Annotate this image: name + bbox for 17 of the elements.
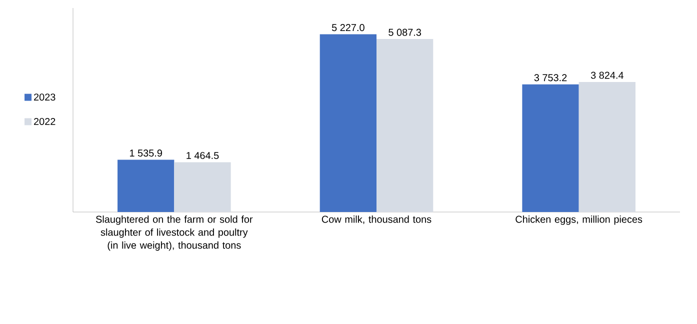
data-label: 5 227.0 xyxy=(332,24,364,32)
data-label: 5 087.3 xyxy=(388,28,422,36)
data-label: 3 753.2 xyxy=(534,74,567,82)
bar xyxy=(174,162,231,212)
bar xyxy=(118,160,174,212)
bar xyxy=(320,34,377,212)
bar xyxy=(578,82,636,212)
data-label: 3 824.4 xyxy=(590,72,624,79)
data-label: 1 464.5 xyxy=(186,152,219,160)
bar xyxy=(522,84,579,212)
legend-label: 2023 xyxy=(34,94,56,101)
x-tick-label: Chicken eggs, million pieces xyxy=(516,216,642,225)
x-tick-label: Slaughtered on the farm or sold for slaughter of livestock and poultry (in live weight), thousand tons xyxy=(96,216,253,251)
x-tick-label: Cow milk, thousand tons xyxy=(322,216,432,224)
data-label: 1 535.9 xyxy=(130,150,162,157)
bar xyxy=(376,39,434,212)
legend-label: 2022 xyxy=(34,118,56,126)
